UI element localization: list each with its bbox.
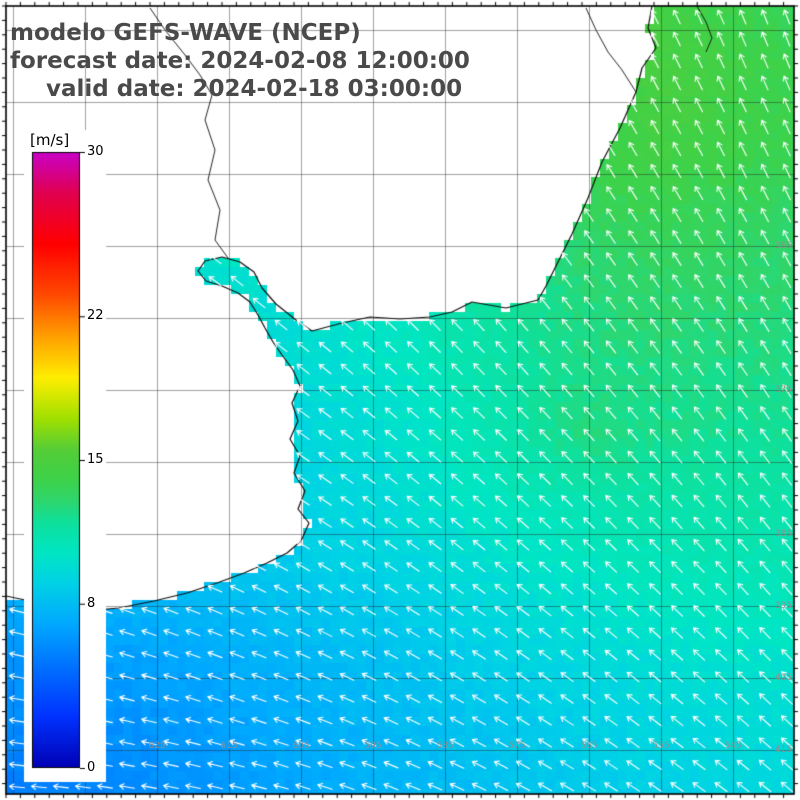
wave-forecast-figure: modelo GEFS-WAVE (NCEP) forecast date: 2…	[0, 0, 800, 800]
wave-map-canvas	[0, 0, 800, 800]
